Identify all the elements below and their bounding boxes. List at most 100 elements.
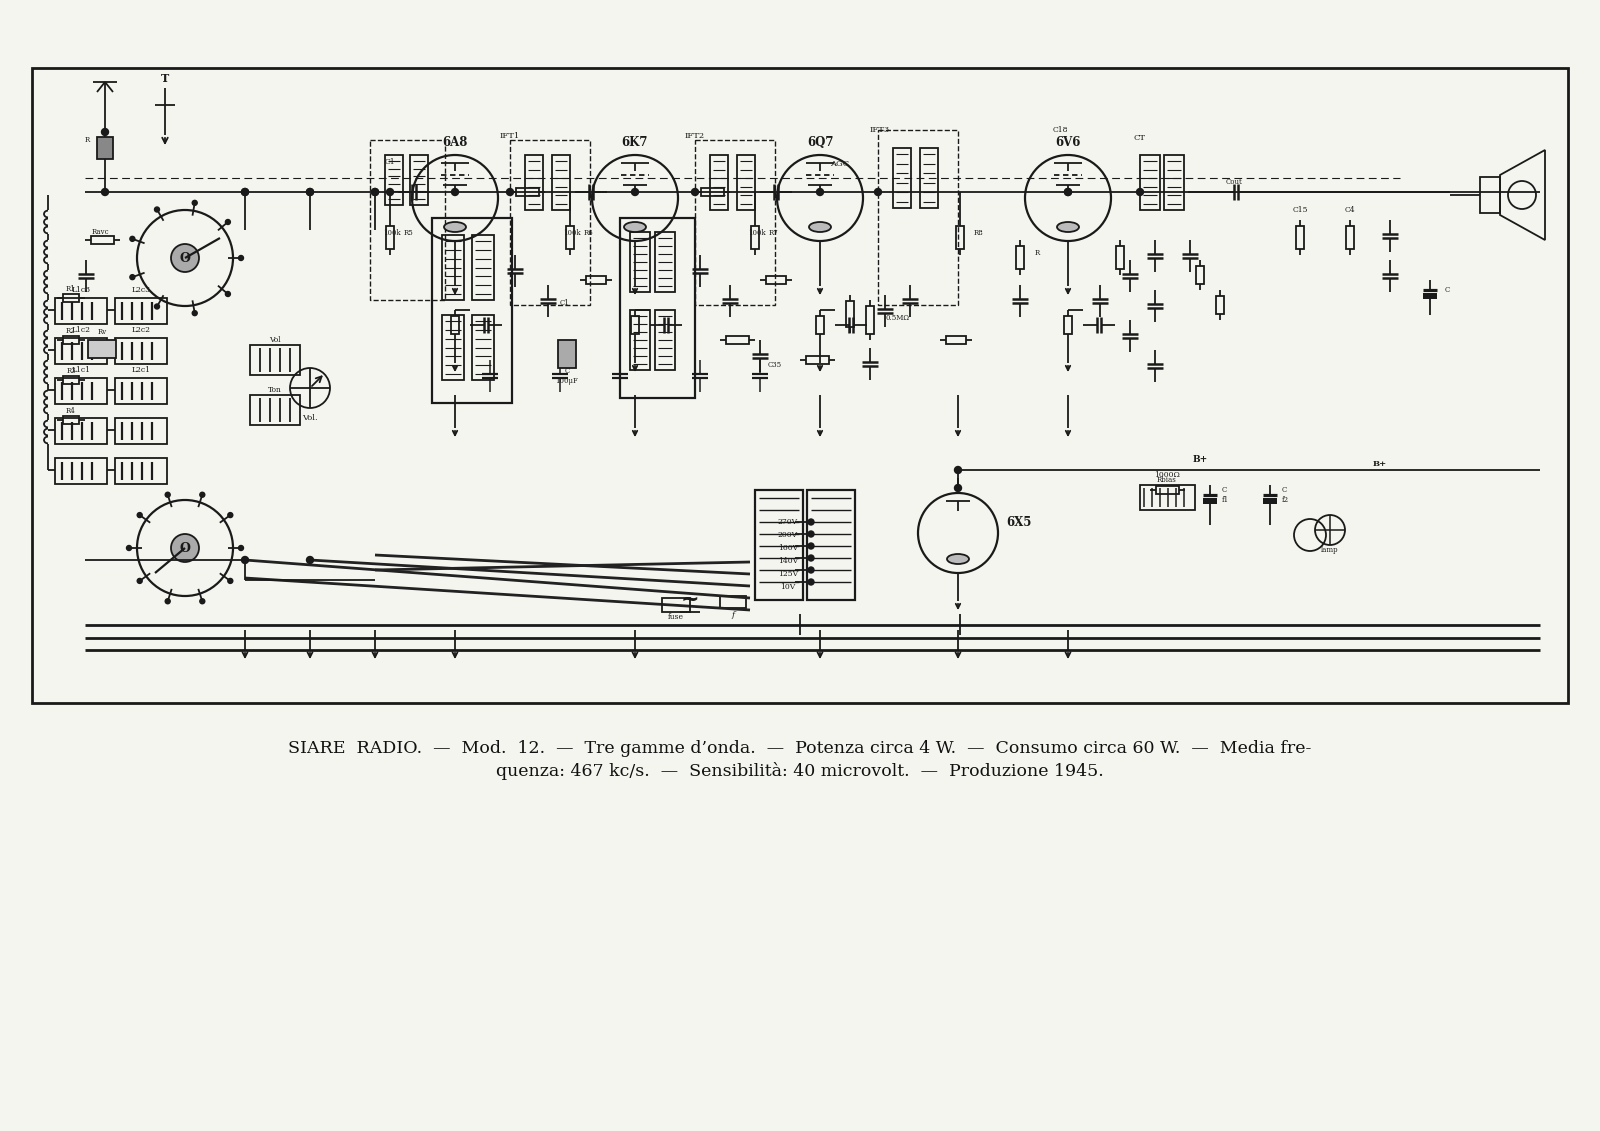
Text: R3: R3 — [66, 366, 75, 375]
Bar — [1139, 485, 1195, 510]
Bar — [726, 336, 749, 344]
Circle shape — [451, 189, 459, 196]
Circle shape — [165, 598, 170, 604]
Bar — [1203, 498, 1218, 504]
Circle shape — [371, 189, 379, 196]
Bar — [115, 338, 166, 364]
Text: R6: R6 — [584, 228, 594, 238]
Bar — [1480, 176, 1501, 213]
Circle shape — [1064, 189, 1072, 196]
Bar — [54, 418, 107, 444]
Circle shape — [507, 189, 514, 196]
Bar — [250, 345, 301, 375]
Circle shape — [171, 244, 198, 271]
Bar — [1117, 247, 1123, 269]
Text: 160V: 160V — [778, 544, 798, 552]
Bar — [630, 316, 638, 334]
Circle shape — [101, 189, 109, 196]
Circle shape — [238, 545, 243, 551]
Circle shape — [138, 578, 142, 584]
Text: Rbias: Rbias — [1157, 476, 1178, 484]
Bar — [766, 276, 786, 284]
Circle shape — [808, 555, 814, 561]
Text: 6X5: 6X5 — [1006, 517, 1032, 529]
Bar — [432, 218, 512, 403]
Bar — [566, 226, 574, 249]
Circle shape — [155, 304, 160, 309]
Text: 6V6: 6V6 — [1056, 137, 1080, 149]
Text: L2c3: L2c3 — [131, 286, 150, 294]
Text: C: C — [1445, 286, 1450, 294]
Bar — [115, 378, 166, 404]
Text: CT: CT — [1134, 133, 1146, 143]
Circle shape — [875, 189, 882, 196]
Circle shape — [1136, 189, 1144, 196]
Text: C
f1: C f1 — [1222, 486, 1229, 503]
Circle shape — [165, 492, 170, 498]
Bar — [62, 336, 78, 344]
Bar — [472, 235, 494, 300]
Text: 6A8: 6A8 — [442, 137, 467, 149]
Circle shape — [227, 512, 234, 518]
Circle shape — [955, 484, 962, 492]
Bar — [630, 310, 650, 370]
Bar — [946, 336, 966, 344]
Bar — [54, 338, 107, 364]
Bar — [1216, 296, 1224, 314]
Circle shape — [808, 543, 814, 549]
Text: R2: R2 — [66, 327, 75, 335]
Text: R7: R7 — [770, 228, 779, 238]
Text: ~: ~ — [680, 589, 699, 611]
Bar — [1422, 293, 1437, 299]
Bar — [586, 276, 606, 284]
Circle shape — [130, 275, 134, 279]
Bar — [54, 297, 107, 323]
Bar — [91, 236, 114, 244]
Text: 100k: 100k — [749, 228, 766, 238]
Bar — [694, 140, 774, 305]
Text: IFT1: IFT1 — [499, 132, 520, 140]
Bar — [654, 232, 675, 292]
Circle shape — [200, 598, 205, 604]
Bar — [1139, 155, 1160, 210]
Bar — [920, 148, 938, 208]
Bar — [558, 340, 576, 368]
Text: L2c2: L2c2 — [131, 326, 150, 334]
Bar — [250, 395, 301, 425]
Circle shape — [808, 579, 814, 585]
Circle shape — [307, 189, 314, 196]
Text: quenza: 467 kc/s.  —  Sensibilità: 40 microvolt.  —  Produzione 1945.: quenza: 467 kc/s. — Sensibilità: 40 micr… — [496, 762, 1104, 780]
Circle shape — [238, 256, 243, 260]
Text: R: R — [1035, 249, 1040, 257]
Text: C1: C1 — [560, 299, 570, 307]
Bar — [115, 297, 166, 323]
Bar — [410, 155, 429, 205]
Text: L1c2: L1c2 — [72, 326, 91, 334]
Circle shape — [171, 534, 198, 562]
Text: C1: C1 — [384, 158, 395, 166]
Bar — [62, 294, 78, 302]
Text: Cout: Cout — [1226, 178, 1242, 185]
Circle shape — [242, 189, 248, 196]
Circle shape — [808, 567, 814, 573]
Circle shape — [242, 189, 248, 196]
Circle shape — [200, 492, 205, 498]
Bar — [701, 188, 723, 196]
Text: R8: R8 — [974, 228, 984, 238]
Bar — [54, 458, 107, 484]
Text: f: f — [731, 611, 734, 619]
Text: 100k: 100k — [382, 228, 402, 238]
Circle shape — [955, 466, 962, 474]
Text: 1000Ω: 1000Ω — [1154, 470, 1179, 480]
Bar — [816, 316, 824, 334]
Text: C
f2: C f2 — [1282, 486, 1290, 503]
Bar — [62, 375, 78, 385]
Bar — [1262, 498, 1277, 504]
Bar — [893, 148, 910, 208]
Ellipse shape — [810, 222, 830, 232]
Circle shape — [371, 189, 379, 196]
Bar — [62, 416, 78, 424]
Circle shape — [192, 200, 197, 206]
Circle shape — [808, 530, 814, 537]
Circle shape — [138, 512, 142, 518]
